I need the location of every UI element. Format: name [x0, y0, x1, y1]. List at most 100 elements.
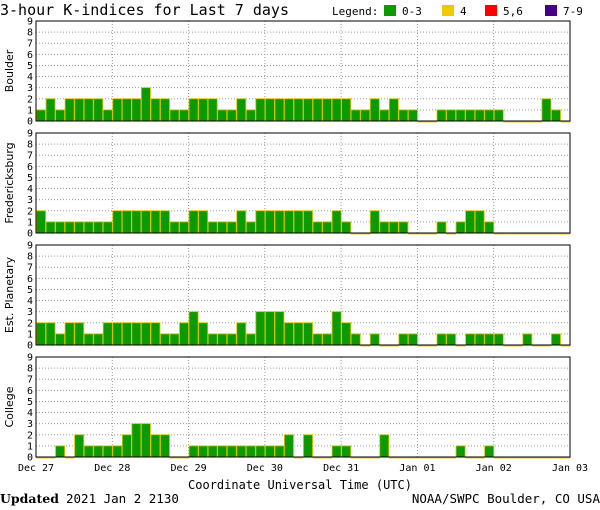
bar	[121, 322, 132, 346]
bar	[131, 322, 142, 346]
bar	[274, 98, 285, 122]
y-tick-label: 9	[27, 129, 33, 140]
panel-name: Est. Planetary	[3, 256, 16, 333]
y-tick-label: 5	[27, 285, 33, 296]
legend-swatch-7-9	[545, 5, 557, 16]
y-tick-label: 7	[27, 375, 33, 386]
bar	[341, 445, 352, 458]
y-tick-label: 2	[27, 206, 33, 217]
bar	[407, 109, 418, 122]
bar	[360, 109, 371, 122]
bar	[55, 333, 66, 346]
y-tick-label: 5	[27, 397, 33, 408]
bar	[207, 445, 218, 458]
bar	[160, 434, 170, 458]
y-tick-label: 2	[27, 318, 33, 329]
bar	[331, 210, 342, 234]
bar	[198, 210, 209, 234]
bar	[398, 333, 409, 346]
bar	[245, 333, 256, 346]
bar	[140, 87, 151, 122]
bar	[45, 322, 56, 346]
bar	[436, 333, 447, 346]
legend-label: Legend:	[332, 5, 378, 18]
bar	[493, 109, 504, 122]
bar	[45, 98, 56, 122]
y-tick-label: 1	[27, 441, 33, 452]
bar	[255, 311, 266, 346]
panels: 0123456789Boulder0123456789Fredericksbur…	[3, 17, 571, 464]
bar	[226, 221, 237, 234]
bar	[274, 210, 285, 234]
bar	[169, 109, 180, 122]
x-tick-label: Dec 28	[94, 463, 130, 474]
legend-text-5-6: 5,6	[503, 5, 523, 18]
bar	[179, 109, 189, 122]
y-tick-label: 9	[27, 241, 33, 252]
bar	[140, 210, 151, 234]
bar	[188, 445, 199, 458]
panel-frame	[35, 356, 571, 458]
y-tick-label: 6	[27, 50, 33, 61]
credit-text: NOAA/SWPC Boulder, CO USA	[412, 491, 600, 506]
y-tick-label: 9	[27, 17, 33, 28]
bar	[198, 322, 209, 346]
chart-title: 3-hour K-indices for Last 7 days	[0, 1, 289, 19]
panel-frame	[35, 244, 571, 346]
y-tick-label: 7	[27, 39, 33, 50]
bar	[303, 322, 313, 346]
bar	[112, 210, 123, 234]
bar	[274, 445, 285, 458]
bar	[121, 210, 132, 234]
x-tick-label: Dec 27	[18, 463, 54, 474]
bar	[264, 445, 275, 458]
x-axis-label: Coordinate Universal Time (UTC)	[188, 478, 412, 492]
y-tick-label: 0	[27, 341, 33, 352]
bar	[236, 210, 247, 234]
x-tick-label: Dec 30	[247, 463, 283, 474]
bar	[379, 221, 390, 234]
bar	[388, 98, 399, 122]
bar	[264, 311, 275, 346]
bar	[331, 98, 342, 122]
bar	[264, 98, 275, 122]
x-tick-label: Jan 01	[399, 463, 435, 474]
bar	[226, 333, 237, 346]
legend-swatch-5-6	[485, 5, 497, 16]
bar	[198, 98, 209, 122]
bar	[341, 98, 352, 122]
bar	[140, 322, 151, 346]
bar	[150, 434, 161, 458]
bar	[379, 434, 390, 458]
bar	[474, 109, 485, 122]
bar	[303, 98, 313, 122]
bar	[255, 210, 266, 234]
bar	[64, 322, 75, 346]
bar	[74, 98, 85, 122]
bar	[188, 98, 199, 122]
bar	[217, 333, 228, 346]
bar	[331, 445, 342, 458]
x-tick-label: Dec 29	[171, 463, 207, 474]
bar	[465, 210, 476, 234]
y-tick-label: 1	[27, 217, 33, 228]
bar	[264, 210, 275, 234]
y-tick-label: 4	[27, 184, 33, 195]
bar	[369, 210, 380, 234]
y-tick-label: 5	[27, 61, 33, 72]
bar	[398, 221, 409, 234]
bar	[274, 311, 285, 346]
bar	[121, 98, 132, 122]
y-tick-label: 2	[27, 430, 33, 441]
bar	[551, 109, 561, 122]
bar	[379, 109, 390, 122]
bar	[83, 98, 94, 122]
bar	[217, 445, 228, 458]
bar	[522, 333, 533, 346]
panel-name: Fredericksburg	[3, 142, 16, 223]
bar	[236, 322, 247, 346]
y-tick-label: 8	[27, 28, 33, 39]
